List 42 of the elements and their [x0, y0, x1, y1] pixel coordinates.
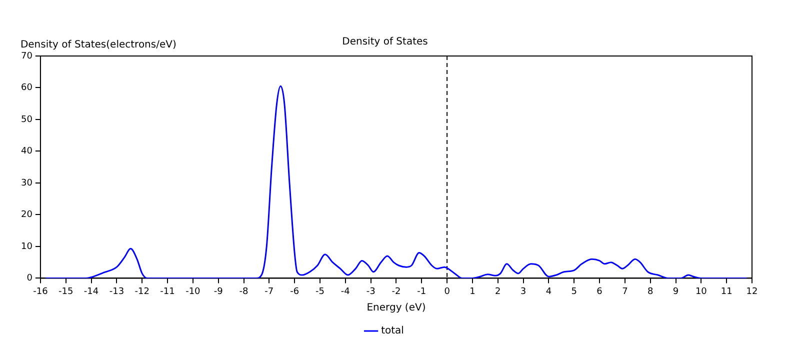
x-tick-label: -4 [340, 286, 350, 297]
x-tick-label: -13 [109, 286, 124, 297]
x-tick-label: 7 [622, 286, 628, 297]
x-tick-label: -11 [160, 286, 175, 297]
x-tick-label: 0 [444, 286, 450, 297]
x-tick-label: -14 [84, 286, 99, 297]
x-tick-label: 2 [495, 286, 501, 297]
x-axis-title: Energy (eV) [366, 302, 426, 314]
x-tick-label: 11 [720, 286, 732, 297]
x-tick-label: -12 [134, 286, 150, 297]
x-tick-label: -7 [264, 286, 274, 297]
y-tick-label: 0 [26, 274, 33, 284]
legend-label: total [381, 326, 404, 337]
x-tick-label: -16 [33, 286, 48, 297]
x-tick-label: 6 [596, 286, 603, 297]
x-tick-label: 9 [672, 286, 679, 297]
x-tick-label: 8 [647, 286, 654, 297]
x-tick-label: 5 [571, 286, 577, 297]
x-tick-label: -5 [315, 286, 324, 297]
y-tick-label: 50 [21, 114, 33, 125]
x-tick-label: -2 [392, 286, 401, 297]
y-tick-label: 40 [21, 146, 33, 157]
x-tick-label: -9 [214, 286, 224, 297]
y-axis-title: Density of States(electrons/eV) [20, 40, 176, 51]
y-tick-label: 10 [21, 242, 33, 252]
line-series [44, 85, 748, 278]
x-tick-label: -10 [186, 286, 201, 297]
x-tick-label: -1 [417, 286, 426, 297]
y-tick-label: 70 [21, 51, 33, 62]
chart-title: Density of States [342, 36, 428, 48]
y-tick-label: 30 [21, 178, 33, 188]
x-tick-label: 10 [695, 286, 708, 297]
x-tick-label: 3 [520, 286, 526, 297]
y-tick-label: 20 [21, 210, 33, 220]
x-tick-label: -15 [58, 286, 74, 297]
x-tick-label: 1 [470, 286, 476, 297]
x-tick-label: -6 [290, 286, 300, 297]
x-tick-label: -3 [366, 286, 376, 297]
x-tick-label: -8 [239, 286, 249, 297]
x-tick-label: 4 [546, 286, 552, 297]
y-tick-label: 60 [21, 83, 33, 94]
x-tick-label: 12 [746, 286, 758, 297]
